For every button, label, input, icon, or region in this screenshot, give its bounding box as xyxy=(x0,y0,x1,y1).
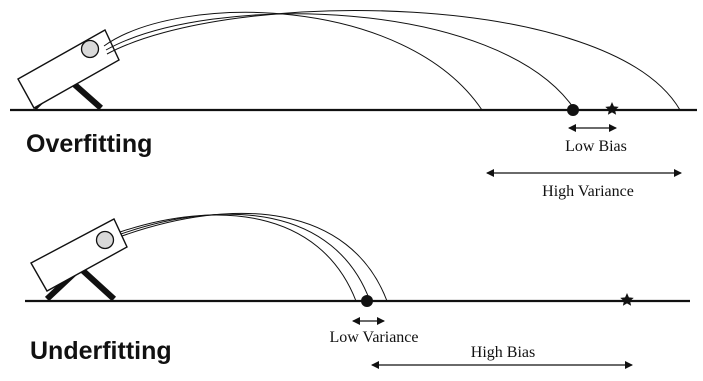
launcher-barrel xyxy=(30,218,128,292)
catapult-icon xyxy=(30,218,128,302)
overfitting-panel: Low Bias High Variance Overfitting xyxy=(10,10,697,200)
star-icon xyxy=(620,293,634,306)
trajectory xyxy=(121,212,388,302)
trajectory xyxy=(120,213,371,302)
high-variance-label: High Variance xyxy=(542,183,634,200)
launcher-barrel xyxy=(17,29,120,109)
trajectories xyxy=(119,212,388,302)
low-bias-label: Low Bias xyxy=(565,138,627,155)
trajectory xyxy=(103,11,483,111)
dot-icon xyxy=(567,104,579,116)
underfitting-panel: Low Variance High Bias Underfitting xyxy=(25,212,690,369)
low-variance-label: Low Variance xyxy=(330,329,419,346)
ball-icon xyxy=(95,230,115,250)
underfitting-heading: Underfitting xyxy=(30,337,172,365)
ball-icon xyxy=(80,39,100,59)
trajectory xyxy=(119,214,357,302)
trajectories xyxy=(103,10,681,111)
dot-icon xyxy=(361,295,373,307)
star-icon xyxy=(605,102,619,115)
trajectory xyxy=(105,13,576,111)
catapult-icon xyxy=(17,29,120,111)
trajectory xyxy=(106,10,681,111)
overfitting-heading: Overfitting xyxy=(26,130,152,158)
high-bias-label: High Bias xyxy=(471,344,535,361)
